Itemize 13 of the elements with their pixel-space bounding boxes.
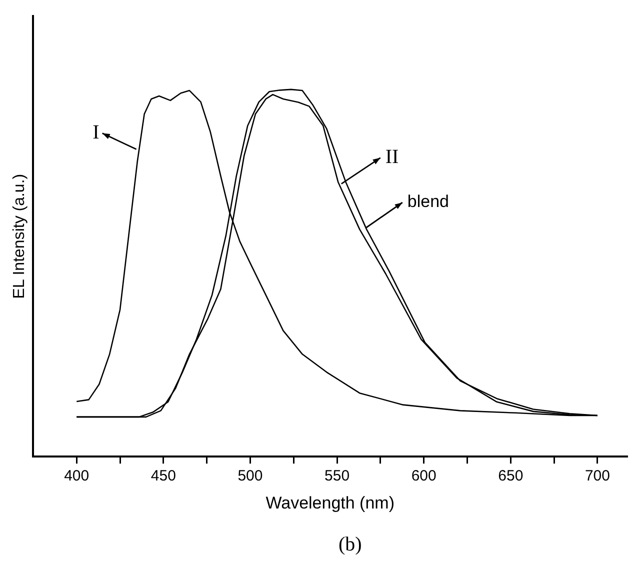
x-tick-label: 450 xyxy=(150,468,176,485)
annotation: I xyxy=(92,122,100,144)
annotation: blend xyxy=(407,192,449,212)
text: (b) xyxy=(338,533,362,556)
x-tick-label: 650 xyxy=(498,468,524,485)
annotation: II xyxy=(385,146,399,168)
x-axis-title: Wavelength (nm) xyxy=(266,493,395,512)
y-axis-title: EL Intensity (a.u.) xyxy=(11,174,28,299)
x-tick-label: 400 xyxy=(64,468,90,485)
x-tick-label: 500 xyxy=(238,468,263,485)
x-tick-label: 600 xyxy=(411,468,436,485)
x-tick-label: 700 xyxy=(584,468,610,485)
x-tick-label: 550 xyxy=(324,468,350,485)
